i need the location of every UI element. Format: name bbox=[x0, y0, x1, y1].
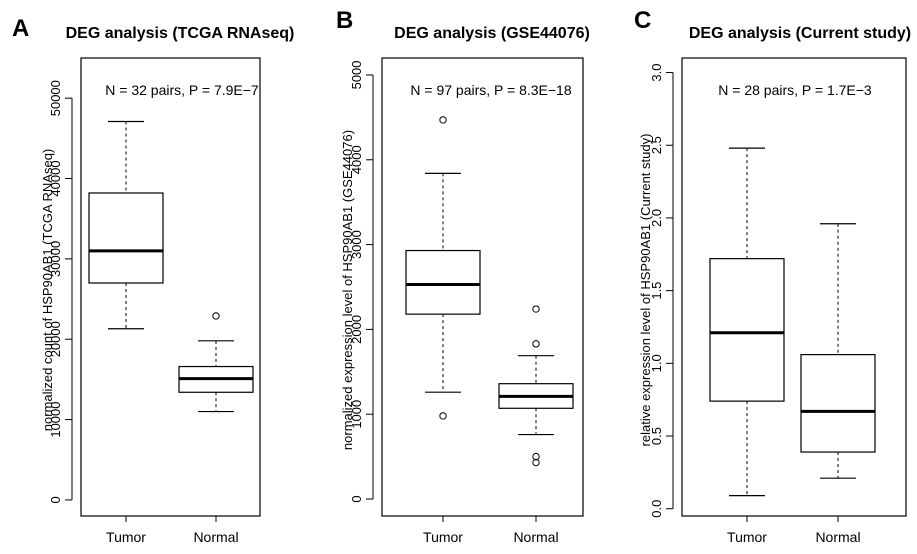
panel-b-tumor-outlier bbox=[439, 412, 447, 420]
panel-c-title: DEG analysis (Current study) bbox=[689, 25, 911, 42]
panel-c: C DEG analysis (Current study) relative … bbox=[634, 7, 911, 545]
panel-c-tumor-box bbox=[709, 258, 785, 402]
panel-c-y-tick-label: 2.5 bbox=[649, 136, 664, 154]
panel-b-annotation: N = 97 pairs, P = 8.3E−18 bbox=[410, 82, 571, 98]
panel-b-category-label-normal: Normal bbox=[513, 529, 558, 545]
panel-c-y-axis-label: relative expression level of HSP90AB1 (C… bbox=[638, 134, 653, 447]
panel-b-title: DEG analysis (GSE44076) bbox=[394, 25, 590, 42]
panel-b-tumor-outlier bbox=[439, 116, 447, 124]
panel-c-plot: 0.0 0.5 1.0 1.5 2.0 2.5 3.0 bbox=[649, 57, 907, 522]
panel-b-y-axis-label: normalized expression level of HSP90AB1 … bbox=[340, 130, 355, 450]
panel-a-y-axis-label: normalized count of HSP90AB1 (TCGA RNAse… bbox=[40, 149, 55, 432]
panel-a-plot: 0 10000 20000 30000 40000 50000 bbox=[48, 57, 261, 522]
panel-a-title: DEG analysis (TCGA RNAseq) bbox=[66, 25, 295, 42]
panel-b-letter: B bbox=[336, 7, 353, 34]
panel-b-plot-frame bbox=[381, 57, 584, 517]
panel-a-y-tick-label: 30000 bbox=[48, 241, 63, 277]
panel-b-y-tick-label: 4000 bbox=[349, 145, 364, 174]
panel-c-annotation: N = 28 pairs, P = 1.7E−3 bbox=[718, 82, 872, 98]
panel-b-y-tick-label: 0 bbox=[349, 495, 364, 502]
panel-b-y-tick-label: 5000 bbox=[349, 61, 364, 90]
panel-a-category-label-normal: Normal bbox=[193, 529, 238, 545]
panel-c-plot-frame bbox=[681, 57, 907, 517]
panel-a-plot-frame bbox=[80, 57, 261, 517]
panel-c-y-tick-label: 2.0 bbox=[649, 209, 664, 227]
panel-a-y-tick-label: 40000 bbox=[48, 160, 63, 196]
panel-c-category-label-normal: Normal bbox=[815, 529, 860, 545]
panel-a-y-tick-label: 10000 bbox=[48, 402, 63, 438]
panel-a-tumor-box bbox=[88, 192, 164, 284]
panel-b-normal-outlier bbox=[532, 452, 540, 461]
panel-c-y-tick-label: 1.0 bbox=[649, 354, 664, 372]
panel-b-y-tick-label: 1000 bbox=[349, 400, 364, 429]
panel-b-category-label-tumor: Tumor bbox=[423, 529, 463, 545]
panel-a: A DEG analysis (TCGA RNAseq) normalized … bbox=[12, 15, 294, 545]
panel-b-normal-outlier bbox=[532, 305, 540, 313]
panel-a-annotation: N = 32 pairs, P = 7.9E−7 bbox=[105, 82, 259, 98]
panel-c-y-tick-label: 0.5 bbox=[649, 427, 664, 445]
panel-a-y-tick-label: 50000 bbox=[48, 80, 63, 116]
panel-b-y-tick-label: 2000 bbox=[349, 315, 364, 344]
panel-b-normal-outlier bbox=[532, 340, 540, 348]
panel-c-y-tick-label: 3.0 bbox=[649, 64, 664, 82]
panel-c-y-tick-label: 0.0 bbox=[649, 500, 664, 518]
panel-b: B DEG analysis (GSE44076) normalized exp… bbox=[336, 7, 590, 545]
panel-a-y-tick-label: 20000 bbox=[48, 321, 63, 357]
panel-b-tumor-box bbox=[405, 249, 481, 315]
panel-c-y-tick-label: 1.5 bbox=[649, 282, 664, 300]
panel-c-letter: C bbox=[634, 7, 651, 34]
panel-a-category-label-tumor: Tumor bbox=[106, 529, 146, 545]
panel-a-normal-outlier bbox=[212, 312, 220, 320]
panel-b-plot: 0 1000 2000 3000 4000 5000 bbox=[349, 57, 584, 522]
panel-c-normal-box bbox=[800, 354, 876, 453]
panel-a-y-tick-label: 0 bbox=[48, 496, 63, 503]
panel-b-y-tick-label: 3000 bbox=[349, 230, 364, 259]
panel-a-letter: A bbox=[12, 15, 29, 42]
panel-c-category-label-tumor: Tumor bbox=[727, 529, 767, 545]
